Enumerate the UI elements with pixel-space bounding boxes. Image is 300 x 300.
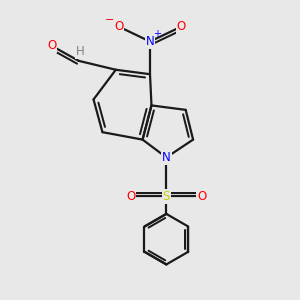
Text: O: O	[126, 190, 135, 202]
Text: H: H	[76, 45, 85, 58]
Text: N: N	[162, 151, 171, 164]
Text: +: +	[153, 29, 161, 39]
Text: O: O	[114, 20, 123, 33]
Text: S: S	[163, 190, 170, 202]
Text: O: O	[177, 20, 186, 33]
Text: O: O	[47, 40, 56, 52]
Text: N: N	[146, 35, 154, 48]
Text: O: O	[197, 190, 207, 202]
Text: −: −	[105, 15, 114, 25]
